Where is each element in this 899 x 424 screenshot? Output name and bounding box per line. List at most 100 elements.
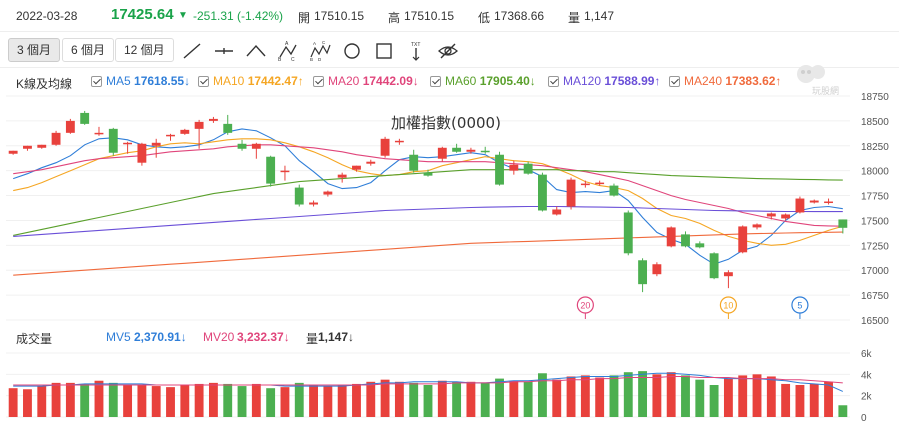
- ma240-label: MA240: [684, 74, 723, 88]
- volume-bar: [151, 386, 161, 417]
- candle-body: [809, 200, 819, 203]
- ma20-toggle[interactable]: MA20 17442.09↓: [313, 74, 419, 88]
- candle: [523, 161, 533, 175]
- open-value: 17510.15: [314, 9, 365, 23]
- volume-value: 1,147: [584, 9, 615, 23]
- ma5-toggle[interactable]: MA5 17618.55↓: [91, 74, 190, 88]
- high-label: 高: [388, 11, 401, 25]
- volume-bar: [80, 383, 90, 417]
- svg-text:C: C: [322, 40, 326, 45]
- rectangle-tool-icon[interactable]: [373, 40, 395, 62]
- volume-bar: [251, 383, 261, 417]
- volume-bar: [266, 388, 276, 417]
- open-label: 開: [298, 11, 311, 25]
- range-3m-button[interactable]: 3 個月: [8, 38, 61, 62]
- circle-tool-icon[interactable]: [341, 40, 363, 62]
- volume-bar: [466, 381, 476, 417]
- range-12m-button[interactable]: 12 個月: [115, 38, 174, 62]
- candle-body: [566, 179, 576, 207]
- candle-body: [523, 163, 533, 174]
- volume-bar: [394, 381, 404, 417]
- quote-price: 17425.64: [111, 6, 174, 23]
- candlestick-chart[interactable]: 18750 18500 18250 18000 17750 17500 17250 17000…: [0, 88, 899, 330]
- candle: [394, 138, 404, 145]
- marker-label: 20: [580, 301, 590, 311]
- candle-body: [309, 202, 318, 205]
- mv20-value: 3,232.37↓: [237, 330, 290, 344]
- candle-body: [94, 132, 104, 135]
- candle-body: [795, 198, 805, 213]
- candle-body: [323, 191, 333, 195]
- candle-body: [480, 150, 490, 153]
- svg-text:B: B: [310, 57, 313, 62]
- quote-date: 2022-03-28: [16, 9, 78, 23]
- candle-body: [452, 147, 462, 152]
- volume-bar: [123, 385, 133, 417]
- volume-bar: [681, 375, 690, 417]
- ma-line-ma240: [13, 231, 843, 276]
- candle-body: [681, 234, 690, 247]
- candle: [37, 144, 47, 149]
- candle-body: [538, 174, 547, 211]
- abc-pattern-icon[interactable]: A B C: [277, 40, 299, 63]
- svg-text:A: A: [285, 41, 289, 47]
- candle-body: [51, 132, 61, 145]
- candle: [452, 143, 462, 153]
- line-tool-icon[interactable]: [181, 40, 203, 62]
- horizontal-line-icon[interactable]: [213, 40, 235, 62]
- quote-change: -251.31 (-1.42%): [193, 9, 284, 23]
- ma20-label: MA20: [328, 74, 360, 88]
- candle-body: [280, 170, 290, 173]
- range-6m-button[interactable]: 6 個月: [62, 38, 115, 62]
- checkbox-icon[interactable]: [669, 75, 680, 87]
- candle: [166, 133, 175, 141]
- candle-body: [37, 144, 47, 148]
- ma60-label: MA60: [445, 74, 477, 88]
- volume-bar: [452, 381, 462, 417]
- ma240-value: 17383.62↑: [725, 74, 782, 88]
- volume-bar: [380, 379, 390, 417]
- volume-chart[interactable]: 6k 4k 2k 0: [0, 325, 899, 424]
- ma240-toggle[interactable]: MA240 17383.62↑: [669, 74, 781, 88]
- chart-title: 加權指數(0000): [391, 114, 501, 132]
- candle-body: [652, 264, 662, 275]
- text-tool-icon[interactable]: TXT: [405, 40, 427, 62]
- candle: [423, 169, 433, 177]
- volume-bar: [23, 389, 32, 417]
- volume-bar: [237, 386, 247, 417]
- volume-bar: [509, 380, 519, 417]
- period-marker-20: 20: [576, 296, 594, 319]
- candle: [809, 199, 819, 204]
- site-logo: 玩股網: [792, 60, 862, 100]
- vol-tick-label: 0: [861, 413, 867, 424]
- hide-drawings-icon[interactable]: [437, 40, 459, 62]
- period-marker-5: 5: [791, 296, 809, 319]
- volume-bar: [752, 374, 762, 417]
- volume-bar: [709, 385, 719, 417]
- angle-tool-icon[interactable]: [245, 40, 267, 62]
- checkbox-icon[interactable]: [313, 75, 324, 87]
- checkbox-icon[interactable]: [548, 75, 559, 87]
- volume-bar: [609, 375, 619, 417]
- candle-body: [137, 143, 147, 163]
- ma10-toggle[interactable]: MA10 17442.47↑: [198, 74, 304, 88]
- candle-body: [8, 150, 18, 154]
- candle-body: [380, 138, 390, 156]
- candle-body: [580, 183, 590, 186]
- volume-bar: [809, 383, 819, 417]
- checkbox-icon[interactable]: [430, 75, 441, 87]
- svg-text:C: C: [291, 57, 295, 62]
- checkbox-icon[interactable]: [91, 75, 102, 87]
- volume-label: 量: [568, 11, 581, 25]
- candle-body: [709, 253, 719, 279]
- checkbox-icon[interactable]: [198, 75, 209, 87]
- candle-body: [266, 156, 276, 184]
- volume-bar: [595, 377, 605, 417]
- volume-bar: [94, 380, 104, 417]
- ma120-toggle[interactable]: MA120 17588.99↑: [548, 74, 660, 88]
- candle-body: [495, 154, 504, 185]
- volume-bar: [280, 387, 290, 417]
- ma60-toggle[interactable]: MA60 17905.40↓: [430, 74, 536, 88]
- volume-bar: [580, 375, 590, 417]
